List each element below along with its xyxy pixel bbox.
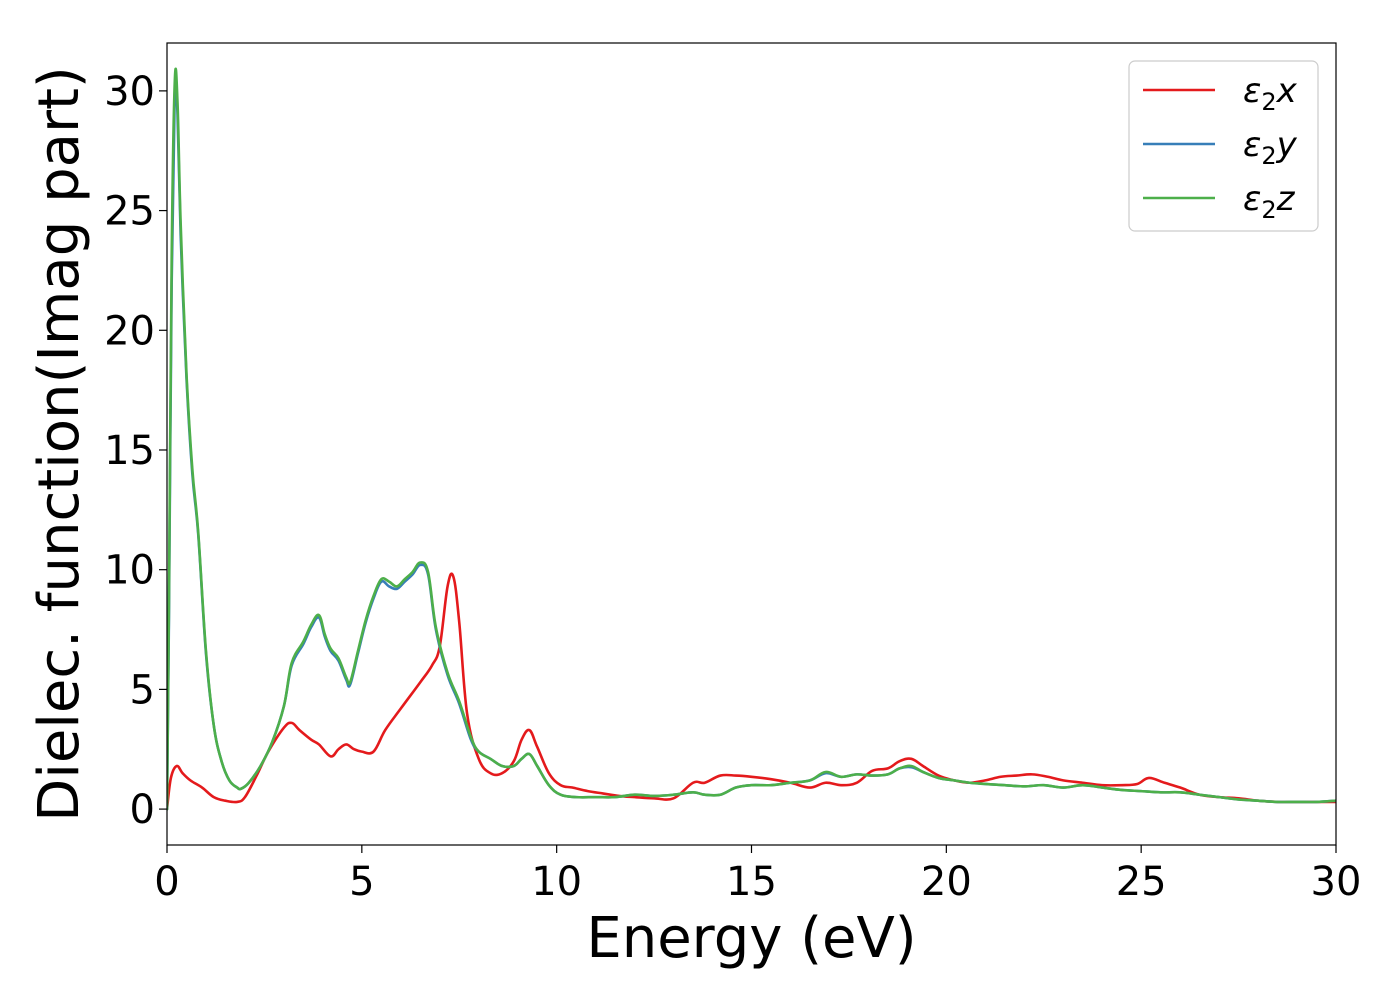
x-axis-title: Energy (eV) (586, 906, 916, 971)
x-tick-label: 25 (1116, 859, 1167, 905)
x-tick-label: 5 (349, 859, 374, 905)
legend-label-suffix: z (1276, 179, 1296, 219)
x-tick-label: 15 (726, 859, 777, 905)
series-line-3 (167, 67, 1336, 811)
legend-label-3: ε2z (1243, 179, 1296, 224)
legend-label-base: ε (1243, 179, 1261, 219)
x-axis: 0 5 10 15 20 25 30 (154, 845, 1361, 905)
y-tick-label: 15 (104, 428, 155, 474)
x-tick-label: 30 (1311, 859, 1362, 905)
legend-label-base: ε (1243, 71, 1261, 111)
legend-label-subscript: 2 (1261, 142, 1276, 170)
legend-label-suffix: y (1276, 125, 1298, 165)
y-axis: 0 5 10 15 20 25 30 (104, 69, 167, 833)
legend-label-2: ε2y (1243, 125, 1298, 170)
legend-label-subscript: 2 (1261, 196, 1276, 224)
y-axis-title: Dielec. function(Imag part) (27, 66, 92, 822)
legend-label-suffix: x (1276, 71, 1298, 111)
x-tick-label: 20 (921, 859, 972, 905)
y-tick-label: 10 (104, 548, 155, 594)
legend-box (1128, 60, 1319, 232)
y-tick-label: 25 (104, 189, 155, 235)
series-line-1 (167, 572, 1336, 811)
legend-label-subscript: 2 (1261, 88, 1276, 116)
y-tick-label: 20 (104, 308, 155, 354)
x-tick-label: 10 (531, 859, 582, 905)
legend-label-1: ε2x (1243, 71, 1298, 116)
y-tick-label: 0 (130, 787, 155, 833)
y-tick-label: 5 (130, 667, 155, 713)
series-layer (167, 67, 1336, 811)
y-tick-label: 30 (104, 69, 155, 115)
x-tick-label: 0 (154, 859, 179, 905)
legend-label-base: ε (1243, 125, 1261, 165)
